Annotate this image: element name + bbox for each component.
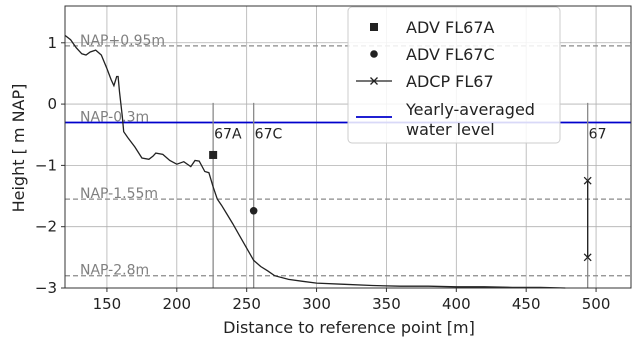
x-tick-label: 450 <box>512 295 541 313</box>
legend-x-icon <box>370 77 378 85</box>
x-tick-label: 150 <box>93 295 122 313</box>
x-tick-label: 400 <box>442 295 471 313</box>
legend-label: water level <box>406 120 495 139</box>
instrument-line-label: 67A <box>214 126 242 142</box>
bed-profile-line <box>64 34 566 289</box>
reference-line-label: NAP+0.95m <box>80 33 165 49</box>
legend-label: ADV FL67A <box>406 18 494 37</box>
x-tick-label: 200 <box>162 295 191 313</box>
x-tick-label: 500 <box>582 295 611 313</box>
x-tick-label: 250 <box>232 295 261 313</box>
y-tick-label: −1 <box>35 156 57 174</box>
vertical-lines: 67A 67C 67 <box>212 102 607 288</box>
x-tick-label: 350 <box>372 295 401 313</box>
bed-profile <box>64 34 566 289</box>
tick-labels: 150 200 250 300 350 400 450 500 −3 −2 −1 0 1 <box>35 34 611 313</box>
legend-label: ADCP FL67 <box>406 72 494 91</box>
legend-circle-icon <box>370 50 378 58</box>
y-tick-label: −2 <box>35 218 57 236</box>
x-tick-label: 300 <box>302 295 331 313</box>
reference-line-label: NAP-1.55m <box>80 186 158 202</box>
instrument-line-label: 67C <box>255 126 283 142</box>
reference-line-label: NAP-2.8m <box>80 263 149 279</box>
y-tick-label: 0 <box>47 95 57 113</box>
y-axis-title: Height [ m NAP] <box>9 84 28 213</box>
legend-label: Yearly-averaged <box>405 100 535 119</box>
adcp-fl67-marker <box>583 253 592 262</box>
legend: ADV FL67A ADV FL67C ADCP FL67 Yearly-averag… <box>347 6 561 144</box>
plot-frame <box>64 5 632 289</box>
legend-label: ADV FL67C <box>406 45 495 64</box>
adcp-fl67-marker <box>583 176 592 185</box>
instrument-line-label: 67 <box>589 126 607 142</box>
reference-line-label: NAP-0.3m <box>80 109 149 125</box>
legend-square-icon <box>370 23 378 31</box>
data-markers <box>209 150 592 262</box>
legend-box <box>347 6 561 144</box>
y-tick-label: −3 <box>35 279 57 297</box>
plot-border <box>64 5 632 289</box>
x-axis-title: Distance to reference point [m] <box>223 318 475 337</box>
adv-fl67c-marker <box>249 206 258 215</box>
y-tick-label: 1 <box>47 34 57 52</box>
adv-fl67a-marker <box>209 150 218 159</box>
